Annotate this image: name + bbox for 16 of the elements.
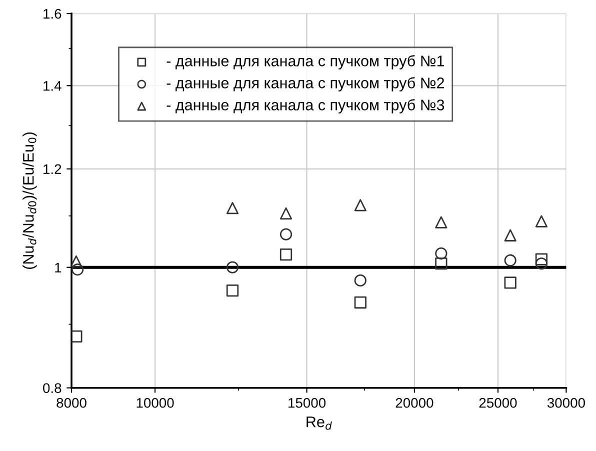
y-tick-label: 0.8	[43, 383, 62, 394]
y-tick-label: 1.6	[44, 8, 62, 19]
y-tick-label: 1.4	[44, 81, 62, 91]
x-axis-title: Re$_{d}$	[306, 416, 332, 430]
x-tick-label: 20000	[396, 398, 434, 408]
y-axis-title: (Nu$_{d}$/Nu$_{d0}$)/(Eu/Eu$_{0}$)	[22, 132, 37, 269]
legend-label: - данные для канала с пучком труб №3	[166, 99, 444, 114]
x-tick-label: 8000	[56, 398, 86, 408]
legend-label: - данные для канала с пучком труб №1	[166, 55, 444, 70]
legend-label: - данные для канала с пучком труб №2	[166, 77, 444, 92]
y-tick-label: 1	[55, 262, 62, 272]
x-tick-label: 10000	[136, 398, 174, 408]
x-tick-label: 15000	[288, 398, 326, 408]
y-tick-label: 1.2	[44, 164, 62, 174]
x-tick-label: 30000	[547, 398, 585, 408]
x-tick-label: 25000	[479, 398, 517, 408]
